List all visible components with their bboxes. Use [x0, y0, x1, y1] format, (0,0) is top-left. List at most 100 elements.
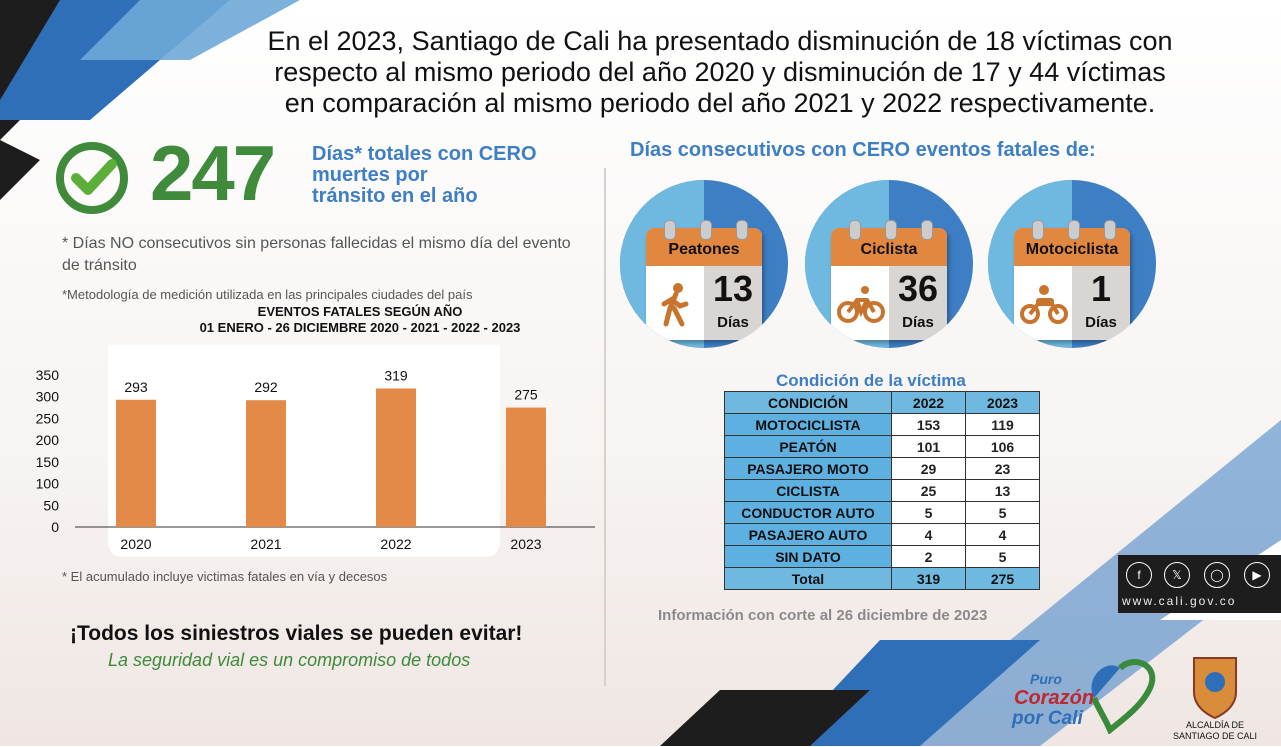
days-zero-number: 247 — [150, 129, 276, 217]
victim-table: CONDICIÓN 2022 2023 MOTOCICLISTA 153 119 P… — [724, 391, 1040, 590]
social-bar: f 𝕏 ◯ ▶ — [1118, 555, 1281, 613]
calendar-ring — [885, 220, 897, 240]
row-label: CICLISTA — [724, 479, 892, 502]
calendar-circle: Peatones 13 Días — [620, 180, 788, 348]
svg-text:Puro: Puro — [1030, 671, 1062, 687]
svg-text:Corazón: Corazón — [1014, 687, 1094, 709]
chart-panel — [108, 335, 500, 557]
calendar-ring — [664, 220, 676, 240]
headline: En el 2023, Santiago de Cali ha presenta… — [190, 26, 1250, 119]
table-header-row: CONDICIÓN 2022 2023 — [724, 391, 1040, 414]
consecutive-days-title: Días consecutivos con CERO eventos fatal… — [630, 139, 1096, 161]
days-text-line-1: Días* totales con CERO — [312, 143, 537, 165]
slogan-sub: La seguridad vial es un compromiso de to… — [108, 650, 471, 670]
data-label: 293 — [124, 379, 148, 395]
y-tick-label: 100 — [36, 476, 60, 492]
row-label: MOTOCICLISTA — [724, 413, 892, 436]
puro-corazon-logo: Puro Corazón por Cali — [1010, 658, 1160, 739]
row-2022: 2 — [891, 545, 966, 568]
fatal-events-bar-chart: 0 50 100 150 200 250 300 350 293 2020 292 2021 319 2… — [30, 335, 610, 565]
x-tick-label: 2021 — [250, 536, 281, 552]
row-label: PASAJERO MOTO — [724, 457, 892, 480]
checkmark-icon — [54, 140, 130, 216]
calendar-number: 1 — [1090, 268, 1112, 309]
y-tick-label: 350 — [36, 367, 60, 383]
calendar-body: 13 Días — [646, 266, 762, 340]
row-2023: 119 — [965, 413, 1040, 436]
table-row: CONDUCTOR AUTO 5 5 — [724, 501, 1040, 524]
chart-title-line-2: 01 ENERO - 26 DICIEMBRE 2020 - 2021 - 20… — [199, 320, 521, 335]
row-2023: 5 — [965, 545, 1040, 568]
headline-line-2: respecto al mismo periodo del año 2020 y… — [274, 57, 1166, 87]
calendar-number: 36 — [897, 268, 939, 309]
calendar-ring — [736, 220, 748, 240]
calendar-ring — [1068, 220, 1080, 240]
bicycle-icon — [837, 280, 885, 328]
row-2022: 4 — [891, 523, 966, 546]
calendar-card: Peatones 13 Días — [646, 228, 762, 340]
number-panel — [704, 266, 762, 340]
table-row: CICLISTA 25 13 — [724, 479, 1040, 502]
svg-text:SANTIAGO DE CALI: SANTIAGO DE CALI — [1173, 731, 1257, 741]
calendar-unit: Días — [717, 314, 749, 331]
victim-table-wrapper: CONDICIÓN 2022 2023 MOTOCICLISTA 153 119 P… — [724, 391, 1040, 590]
note-accumulated: * El acumulado incluye victimas fatales … — [62, 569, 388, 584]
calendar-ring — [1032, 220, 1044, 240]
headline-line-1: En el 2023, Santiago de Cali ha presenta… — [267, 26, 1173, 56]
days-zero-description: Días* totales con CERO muertes por tráns… — [312, 144, 592, 207]
note-methodology: *Metodología de medición utilizada en la… — [62, 287, 473, 302]
headline-line-3: en comparación al mismo periodo del año … — [284, 88, 1156, 118]
motorcycle-icon — [1020, 280, 1068, 328]
calendar-body: 36 Días — [831, 266, 947, 340]
data-label: 292 — [254, 379, 278, 395]
table-row: PEATÓN 101 106 — [724, 435, 1040, 458]
header-2022: 2022 — [891, 391, 966, 414]
number-panel — [1072, 266, 1130, 340]
y-tick-label: 0 — [51, 519, 59, 535]
row-2023: 23 — [965, 457, 1040, 480]
facebook-icon[interactable]: f — [1126, 562, 1152, 588]
data-label: 319 — [384, 367, 408, 383]
y-tick-label: 150 — [36, 454, 60, 470]
calendar-cyclists: Ciclista 36 Días — [805, 180, 973, 348]
header-2023: 2023 — [965, 391, 1040, 414]
calendar-number: 13 — [712, 268, 754, 309]
row-2022: 29 — [891, 457, 966, 480]
row-label: PASAJERO AUTO — [724, 523, 892, 546]
chart-title: EVENTOS FATALES SEGÚN AÑO 01 ENERO - 26 … — [150, 304, 570, 336]
calendar-pedestrians: Peatones 13 Días — [620, 180, 788, 348]
row-2023: 106 — [965, 435, 1040, 458]
youtube-icon[interactable]: ▶ — [1244, 562, 1270, 588]
number-panel — [889, 266, 947, 340]
row-2022: 153 — [891, 413, 966, 436]
bar-2022 — [376, 388, 416, 527]
total-2023: 275 — [965, 567, 1040, 590]
calendar-card: Ciclista 36 Días — [831, 228, 947, 340]
table-row: SIN DATO 2 5 — [724, 545, 1040, 568]
calendar-ring — [921, 220, 933, 240]
calendar-unit: Días — [1085, 314, 1117, 331]
row-label: SIN DATO — [724, 545, 892, 568]
calendar-ring — [700, 220, 712, 240]
table-row: MOTOCICLISTA 153 119 — [724, 413, 1040, 436]
x-tick-label: 2023 — [510, 536, 541, 552]
calendar-circle: Motociclista 1 Días — [988, 180, 1156, 348]
instagram-icon[interactable]: ◯ — [1204, 562, 1230, 588]
slogan-main: ¡Todos los siniestros viales se pueden e… — [70, 622, 523, 645]
calendar-unit: Días — [902, 314, 934, 331]
days-text-line-3: tránsito en el año — [312, 185, 478, 207]
calendar-card: Motociclista 1 Días — [1014, 228, 1130, 340]
bar-2021 — [246, 400, 286, 527]
total-2022: 319 — [891, 567, 966, 590]
row-label: CONDUCTOR AUTO — [724, 501, 892, 524]
bar-2023 — [506, 407, 546, 527]
note-nonconsecutive: * Días NO consecutivos sin personas fall… — [62, 235, 571, 274]
svg-text:por Cali: por Cali — [1011, 708, 1083, 729]
website-link[interactable]: www.cali.gov.co — [1122, 594, 1237, 608]
row-2023: 4 — [965, 523, 1040, 546]
corner-decoration-top-left — [0, 0, 300, 200]
total-label: Total — [724, 567, 892, 590]
calendar-circle: Ciclista 36 Días — [805, 180, 973, 348]
twitter-icon[interactable]: 𝕏 — [1164, 562, 1190, 588]
calendar-motorcyclists: Motociclista 1 Días — [988, 180, 1156, 348]
